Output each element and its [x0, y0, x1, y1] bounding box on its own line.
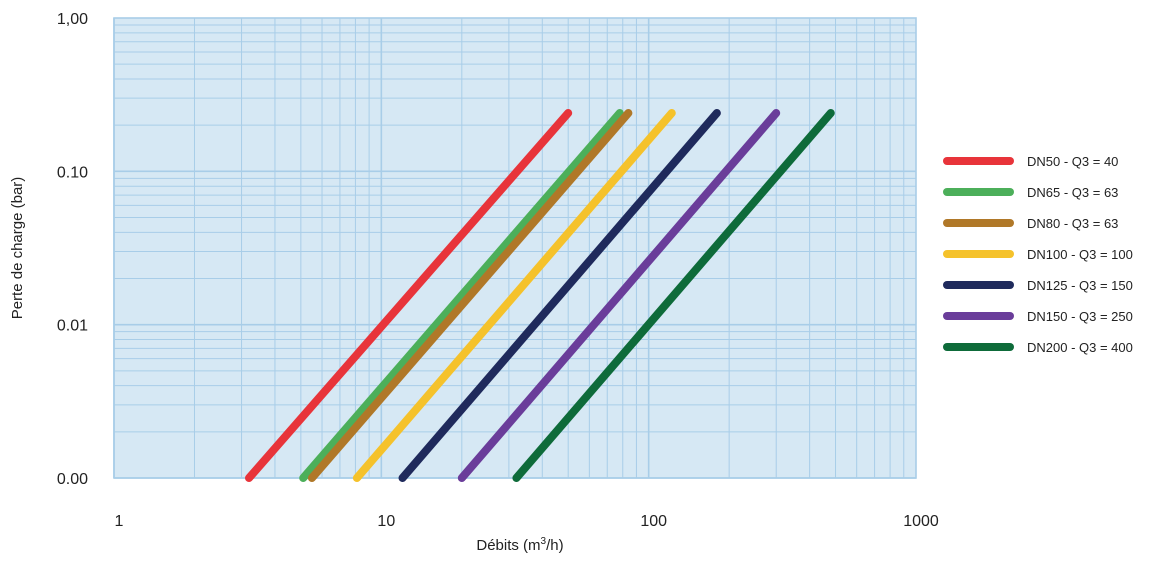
y-tick-label: 0.01 [57, 318, 88, 335]
legend-label-2: DN65 - Q3 = 63 [1027, 185, 1118, 200]
series-line-4 [352, 109, 676, 482]
legend: DN50 - Q3 = 40 DN65 - Q3 = 63 DN80 - Q3 = … [943, 154, 1133, 355]
series-line-5 [398, 109, 721, 482]
series-line-7 [512, 109, 835, 482]
legend-label-6: DN150 - Q3 = 250 [1027, 309, 1133, 324]
legend-label-3: DN80 - Q3 = 63 [1027, 216, 1118, 231]
legend-label-5: DN125 - Q3 = 150 [1027, 278, 1133, 293]
series-line-2 [299, 109, 624, 482]
x-tick-labels: 1 10 100 1000 [115, 513, 939, 530]
legend-label-4: DN100 - Q3 = 100 [1027, 247, 1133, 262]
y-tick-label: 0.10 [57, 164, 88, 181]
y-tick-label: 1,00 [57, 11, 88, 28]
y-tick-labels: 0.00 0.01 0.10 1,00 [57, 11, 88, 488]
y-axis-label: Perte de charge (bar) [9, 177, 26, 320]
series-line-1 [245, 109, 573, 482]
legend-label-7: DN200 - Q3 = 400 [1027, 340, 1133, 355]
series-line-3 [307, 109, 633, 482]
x-tick-label: 10 [377, 513, 395, 530]
x-tick-label: 100 [640, 513, 667, 530]
x-axis-label: Débits (m3/h) [476, 536, 563, 554]
series-line-6 [457, 109, 781, 482]
legend-label-1: DN50 - Q3 = 40 [1027, 154, 1118, 169]
x-tick-label: 1 [115, 513, 124, 530]
y-tick-label: 0.00 [57, 471, 88, 488]
series-lines [245, 109, 835, 482]
x-tick-label: 1000 [903, 513, 939, 530]
